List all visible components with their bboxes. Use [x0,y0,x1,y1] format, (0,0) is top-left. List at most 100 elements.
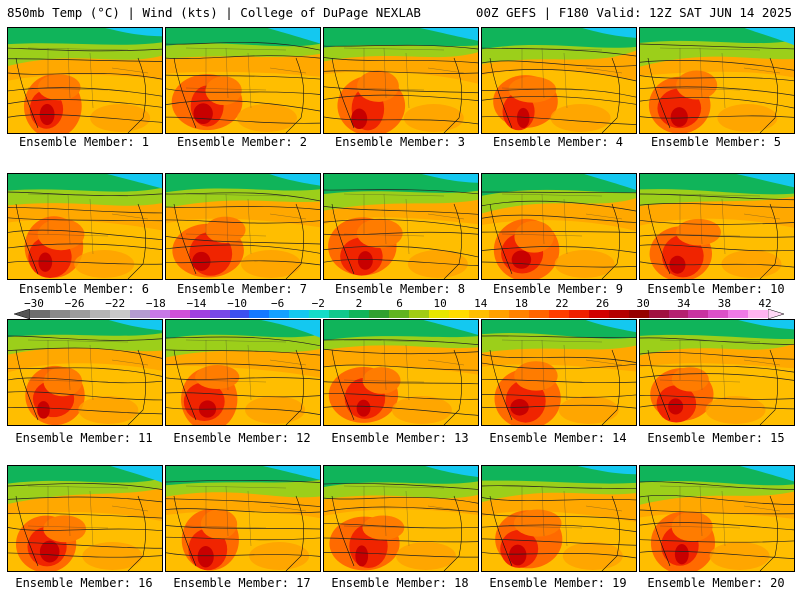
colorbar-swatch [628,310,649,318]
temperature-colorbar [30,310,769,318]
colorbar-tick: −6 [271,297,285,310]
ensemble-member-label: Ensemble Member: 8 [334,282,466,296]
colorbar-tick: −22 [105,297,126,310]
ensemble-member-map [481,465,637,572]
ensemble-member-label: Ensemble Member: 14 [489,431,627,445]
colorbar-tick: 6 [396,297,403,310]
ensemble-member-map [639,173,795,280]
ensemble-member-label: Ensemble Member: 5 [650,135,782,149]
colorbar-tick: −30 [24,297,44,310]
model-valid-time: 00Z GEFS | F180 Valid: 12Z SAT JUN 14 20… [475,5,792,20]
colorbar-tick: 22 [555,297,569,310]
colorbar-right-arrow [768,309,784,319]
colorbar-swatch [309,310,330,318]
colorbar-tick: −10 [227,297,247,310]
colorbar-swatch [748,310,769,318]
ensemble-member-label: Ensemble Member: 11 [15,431,153,445]
ensemble-member-map [165,465,321,572]
ensemble-member-map [481,173,637,280]
ensemble-member-map [7,27,163,134]
chart-title: 850mb Temp (°C) | Wind (kts) | College o… [7,5,421,20]
colorbar-swatch [648,310,669,318]
ensemble-member-map [481,319,637,426]
ensemble-member-map [7,173,163,280]
ensemble-member-map [165,27,321,134]
colorbar-swatch [209,310,230,318]
colorbar-swatch [49,310,70,318]
colorbar-swatch [688,310,709,318]
colorbar-swatch [269,310,290,318]
colorbar-swatch [409,310,430,318]
colorbar-swatch [449,310,469,318]
ensemble-member-label: Ensemble Member: 13 [331,431,469,445]
colorbar-tick: 30 [636,297,650,310]
colorbar-swatch [568,310,589,318]
ensemble-member-map [165,173,321,280]
colorbar-swatch [349,310,370,318]
colorbar-swatch [369,310,390,318]
ensemble-member-label: Ensemble Member: 6 [18,282,150,296]
colorbar-swatch [30,310,50,318]
colorbar-swatch [169,310,190,318]
colorbar-swatch [728,310,749,318]
colorbar-swatch [109,310,130,318]
ensemble-member-label: Ensemble Member: 15 [647,431,785,445]
ensemble-member-map [639,27,795,134]
colorbar-tick: 26 [595,297,610,310]
ensemble-member-map [323,27,479,134]
colorbar-tick: −2 [311,297,325,310]
colorbar-tick: 14 [474,297,488,310]
colorbar-swatch [608,310,629,318]
ensemble-member-map [481,27,637,134]
colorbar-swatch [129,310,150,318]
colorbar-tick: 38 [717,297,731,310]
colorbar-tick: 10 [433,297,447,310]
ensemble-member-map [323,319,479,426]
colorbar-tick: 2 [355,297,363,310]
ensemble-member-label: Ensemble Member: 12 [173,431,311,445]
ensemble-member-map [323,465,479,572]
colorbar-swatch [429,310,450,318]
ensemble-member-map [639,465,795,572]
colorbar-tick: 34 [677,297,691,310]
ensemble-member-map [7,319,163,426]
ensemble-member-label: Ensemble Member: 17 [173,576,311,590]
colorbar-tick: −26 [64,297,85,310]
colorbar-tick: 18 [514,297,528,310]
colorbar-swatch [249,310,270,318]
colorbar-swatch [508,310,529,318]
colorbar-swatch [69,310,90,318]
ensemble-member-map [165,319,321,426]
colorbar-swatch [189,310,210,318]
colorbar-tick: −18 [145,297,166,310]
colorbar-tick: 42 [758,297,772,310]
colorbar-swatch [89,310,110,318]
colorbar-left-arrow [14,309,30,319]
colorbar-swatch [528,310,549,318]
ensemble-member-map [639,319,795,426]
ensemble-member-label: Ensemble Member: 2 [176,135,308,149]
ensemble-member-label: Ensemble Member: 9 [492,282,624,296]
ensemble-member-label: Ensemble Member: 18 [331,576,469,590]
ensemble-member-label: Ensemble Member: 20 [647,576,785,590]
colorbar-swatch [289,310,310,318]
ensemble-member-label: Ensemble Member: 7 [176,282,308,296]
colorbar-swatch [488,310,509,318]
ensemble-member-label: Ensemble Member: 19 [489,576,627,590]
colorbar-swatch [149,310,170,318]
colorbar-swatch [588,310,609,318]
ensemble-member-label: Ensemble Member: 10 [647,282,785,296]
ensemble-member-label: Ensemble Member: 16 [15,576,153,590]
colorbar-swatch [468,310,489,318]
ensemble-member-label: Ensemble Member: 3 [334,135,466,149]
colorbar-swatch [668,310,689,318]
ensemble-member-map [7,465,163,572]
ensemble-member-label: Ensemble Member: 1 [18,135,150,149]
colorbar-tick: −14 [186,297,207,310]
ensemble-member-label: Ensemble Member: 4 [492,135,624,149]
colorbar-swatch [548,310,569,318]
ensemble-member-map [323,173,479,280]
colorbar-swatch [389,310,410,318]
colorbar-swatch [229,310,250,318]
colorbar-swatch [708,310,729,318]
